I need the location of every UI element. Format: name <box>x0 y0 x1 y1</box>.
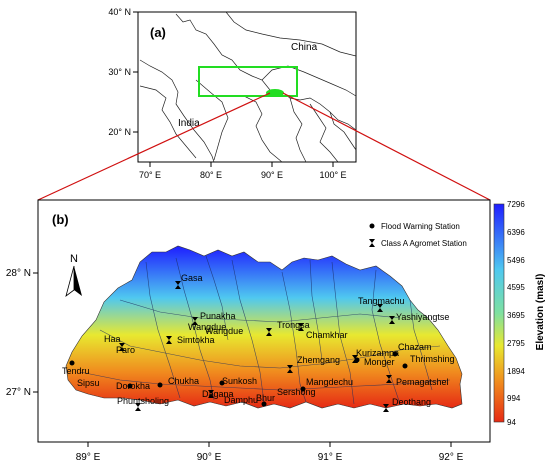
colorbar-tick: 94 <box>507 418 516 427</box>
colorbar-tick: 6396 <box>507 228 525 237</box>
place-label: Trongsa <box>277 320 310 330</box>
place-label: Paro <box>116 345 135 355</box>
elevation-colorbar: 7296 6396 5496 4595 3695 2795 1894 994 9… <box>493 200 546 427</box>
study-area-box <box>198 66 298 97</box>
main-x-tick-89: 89° E <box>76 452 101 463</box>
inset-x-tick-80: 80° E <box>200 170 222 180</box>
main-y-tick-28: 28° N <box>6 268 31 279</box>
place-label: Bhur <box>256 393 275 403</box>
place-label: Thrimshing <box>410 354 455 364</box>
colorbar-tick: 4595 <box>507 283 525 292</box>
inset-ticks <box>133 11 334 167</box>
inset-frame <box>137 11 357 163</box>
station-markers <box>69 281 408 412</box>
place-labels: Gasa Punakha Wangdue Wangdue Simtokha Ha… <box>62 273 455 407</box>
main-x-tick-92: 92° E <box>439 452 464 463</box>
place-label: Damphu <box>224 395 258 405</box>
colorbar-tick: 1894 <box>507 367 525 376</box>
flood-station-legend-icon <box>369 223 375 229</box>
river-network <box>79 255 451 405</box>
place-label: Tangmachu <box>358 296 405 306</box>
main-x-tick-90: 90° E <box>197 452 222 463</box>
place-label: Chazam <box>398 342 432 352</box>
place-label: Simtokha <box>177 335 215 345</box>
main-y-tick-27: 27° N <box>6 387 31 398</box>
place-label: Phuntsholing <box>117 396 169 406</box>
place-label: Dagana <box>202 389 234 399</box>
place-label: Kurizampa <box>356 348 399 358</box>
colorbar-tick-labels: 7296 6396 5496 4595 3695 2795 1894 994 9… <box>507 200 525 427</box>
place-label: Mangdechu <box>306 377 353 387</box>
place-label: Haa <box>104 334 121 344</box>
place-label: Gasa <box>181 273 203 283</box>
bhutan-inset-shape <box>266 89 284 97</box>
place-label: Monger <box>364 357 395 367</box>
place-label: Sipsu <box>77 378 100 388</box>
place-label: Zhemgang <box>297 355 340 365</box>
colorbar-tick: 3695 <box>507 311 525 320</box>
place-label: Tendru <box>62 366 90 376</box>
inset-country-borders <box>139 11 357 163</box>
place-label: Chukha <box>168 376 199 386</box>
north-arrow: N <box>65 253 82 298</box>
north-arrow-label: N <box>70 253 78 265</box>
place-label: Sunkosh <box>222 376 257 386</box>
place-label: Yashiyangtse <box>396 312 449 322</box>
colorbar-title: Elevation (masl) <box>535 274 546 351</box>
country-label-india: India <box>178 118 200 129</box>
main-ticks <box>33 272 452 447</box>
colorbar-tick: 7296 <box>507 200 525 209</box>
bhutan-elevation-surface <box>65 245 463 409</box>
main-map: (b) 28° N 27° N 89° <box>6 199 491 463</box>
country-label-china: China <box>291 42 318 53</box>
inset-y-tick-40: 40° N <box>108 7 131 17</box>
inset-x-tick-90: 90° E <box>261 170 283 180</box>
place-label: Sershong <box>277 387 316 397</box>
place-label: Pemagatshel <box>396 377 449 387</box>
colorbar-tick: 994 <box>507 394 521 403</box>
colorbar-tick: 2795 <box>507 339 525 348</box>
legend-flood-label: Flood Warning Station <box>381 222 460 231</box>
inset-map: (a) China India 40° N <box>108 7 357 180</box>
agromet-station-legend-icon <box>369 239 375 247</box>
place-label: Chamkhar <box>306 330 348 340</box>
inset-y-tick-30: 30° N <box>108 67 131 77</box>
zoom-connectors <box>37 92 491 201</box>
main-x-tick-91: 91° E <box>318 452 343 463</box>
place-label: Dorokha <box>116 381 150 391</box>
inset-label: (a) <box>150 25 166 40</box>
inset-y-tick-20: 20° N <box>108 127 131 137</box>
place-label: Punakha <box>200 311 236 321</box>
colorbar-tick: 5496 <box>507 256 525 265</box>
place-label: Wangdue <box>188 322 226 332</box>
place-label: Wangdue <box>205 326 243 336</box>
main-label: (b) <box>52 212 69 227</box>
station-legend: Flood Warning Station Class A Agromet St… <box>369 222 467 248</box>
inset-x-tick-70: 70° E <box>139 170 161 180</box>
inset-x-tick-100: 100° E <box>319 170 346 180</box>
colorbar-gradient <box>493 203 505 423</box>
legend-agromet-label: Class A Agromet Station <box>381 239 467 248</box>
place-label: Deothang <box>392 397 431 407</box>
